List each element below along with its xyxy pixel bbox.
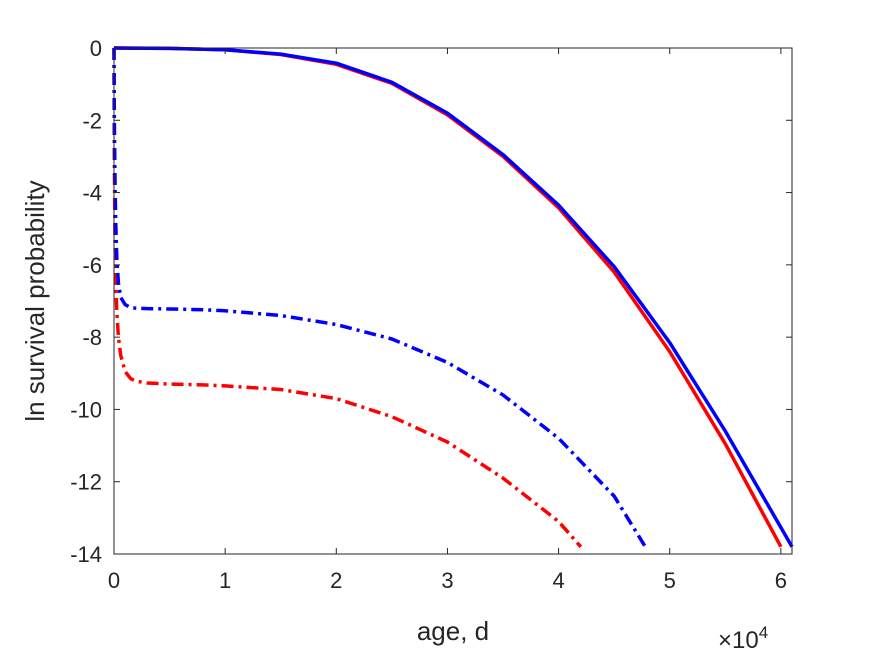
y-tick-label: 0 [90,36,102,61]
y-tick-label: -4 [82,181,102,206]
y-axis-ticks: 0 -2 -4 -6 -8 -10 -12 -14 [70,36,792,567]
x-tick-label: 4 [552,568,564,593]
y-axis-label: ln survival probability [20,180,50,421]
x-tick-label: 2 [330,568,342,593]
x-axis-exponent-base: ×10 [718,627,759,654]
y-tick-label: -6 [82,253,102,278]
x-tick-label: 1 [219,568,231,593]
y-tick-label: -14 [70,542,102,567]
series-line-1 [113,46,783,548]
x-tick-label: 6 [775,568,787,593]
x-tick-label: 3 [441,568,453,593]
x-axis-ticks: 0 1 2 3 4 5 6 [108,48,787,593]
x-axis-exponent-power: 4 [759,623,768,642]
series-line-2 [113,46,794,548]
series-line-4 [112,47,647,548]
y-tick-label: -10 [70,397,102,422]
y-tick-label: -12 [70,470,102,495]
x-axis-label: age, d [417,616,489,646]
y-tick-label: -8 [82,325,102,350]
x-tick-label: 5 [664,568,676,593]
plot-frame [113,47,793,555]
x-tick-label: 0 [108,568,120,593]
plot-lines [112,46,794,548]
x-axis-exponent: ×104 [718,623,768,654]
y-tick-label: -2 [82,108,102,133]
series-line-3 [112,47,583,548]
